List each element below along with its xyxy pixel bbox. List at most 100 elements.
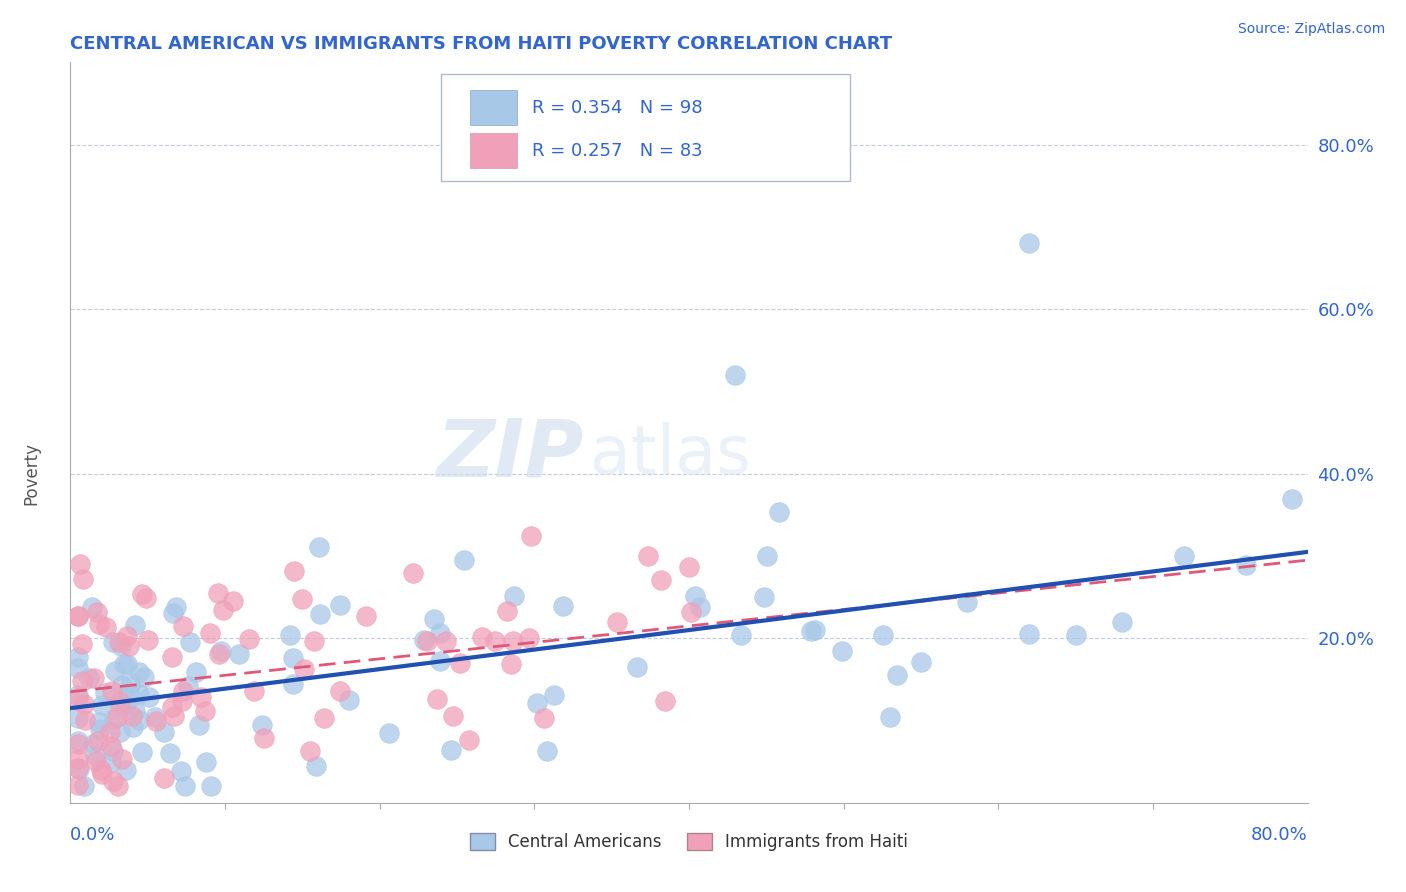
Point <box>163 709 186 723</box>
Point <box>212 602 235 616</box>
Point <box>689 600 711 615</box>
Point <box>145 714 167 729</box>
Point <box>108 725 131 739</box>
Point <box>755 549 778 564</box>
Point <box>83 671 105 685</box>
Point <box>84 754 107 768</box>
Point <box>153 771 176 785</box>
Point <box>484 634 506 648</box>
Point <box>879 710 901 724</box>
Point <box>77 671 100 685</box>
Point <box>131 745 153 759</box>
Point <box>67 761 90 775</box>
Point <box>107 635 129 649</box>
Point <box>138 633 160 648</box>
Point <box>520 529 543 543</box>
Point <box>200 625 222 640</box>
Point <box>551 599 574 613</box>
Point <box>145 710 167 724</box>
Point <box>67 778 90 792</box>
Point <box>302 634 325 648</box>
Point <box>804 623 827 637</box>
Point <box>75 713 97 727</box>
Point <box>162 700 184 714</box>
Point <box>67 734 90 748</box>
Point <box>1064 628 1087 642</box>
Point <box>67 691 90 706</box>
Point <box>683 589 706 603</box>
Text: R = 0.257   N = 83: R = 0.257 N = 83 <box>531 142 703 160</box>
Point <box>87 734 110 748</box>
Point <box>90 698 112 712</box>
Text: 0.0%: 0.0% <box>70 826 115 844</box>
Point <box>90 767 112 781</box>
Point <box>496 604 519 618</box>
Point <box>67 608 90 623</box>
Point <box>73 697 96 711</box>
Point <box>67 738 90 752</box>
Point <box>82 737 104 751</box>
Point <box>606 615 628 629</box>
Point <box>70 636 93 650</box>
Point <box>138 690 160 704</box>
Point <box>308 540 330 554</box>
Point <box>195 755 218 769</box>
Point <box>107 780 129 794</box>
Point <box>162 649 184 664</box>
Point <box>67 762 90 776</box>
Point <box>458 733 481 747</box>
Point <box>179 634 201 648</box>
Bar <box>470 133 517 169</box>
Point <box>108 699 131 714</box>
Point <box>124 618 146 632</box>
Point <box>162 606 184 620</box>
Text: Source: ZipAtlas.com: Source: ZipAtlas.com <box>1237 22 1385 37</box>
Point <box>67 661 90 675</box>
Point <box>292 662 315 676</box>
Point <box>124 704 146 718</box>
Point <box>67 752 90 766</box>
Point <box>118 685 141 699</box>
Point <box>228 648 250 662</box>
Point <box>1018 236 1040 251</box>
Point <box>72 780 94 794</box>
Point <box>238 632 260 646</box>
Point <box>104 664 127 678</box>
Point <box>250 718 273 732</box>
Point <box>426 692 449 706</box>
Point <box>121 708 143 723</box>
Point <box>94 686 117 700</box>
Point <box>101 773 124 788</box>
Point <box>283 677 305 691</box>
Point <box>101 683 124 698</box>
Point <box>650 573 672 587</box>
Point <box>159 747 181 761</box>
Point <box>413 632 436 647</box>
Point <box>800 624 823 638</box>
Point <box>190 690 212 704</box>
Text: atlas: atlas <box>591 422 751 488</box>
Point <box>501 657 523 671</box>
Point <box>108 696 131 710</box>
FancyBboxPatch shape <box>441 73 849 181</box>
Point <box>471 631 494 645</box>
Point <box>69 558 91 572</box>
Point <box>281 650 304 665</box>
Point <box>103 712 125 726</box>
Point <box>423 611 446 625</box>
Point <box>242 683 264 698</box>
Point <box>98 725 121 739</box>
Point <box>886 668 908 682</box>
Point <box>110 639 132 653</box>
Point <box>872 628 894 642</box>
Point <box>118 639 141 653</box>
Point <box>678 560 700 574</box>
Point <box>111 751 134 765</box>
Text: ZIP: ZIP <box>436 416 583 494</box>
Point <box>253 731 276 745</box>
Point <box>128 665 150 679</box>
Point <box>533 711 555 725</box>
Point <box>329 684 352 698</box>
Point <box>354 608 377 623</box>
Point <box>291 592 314 607</box>
